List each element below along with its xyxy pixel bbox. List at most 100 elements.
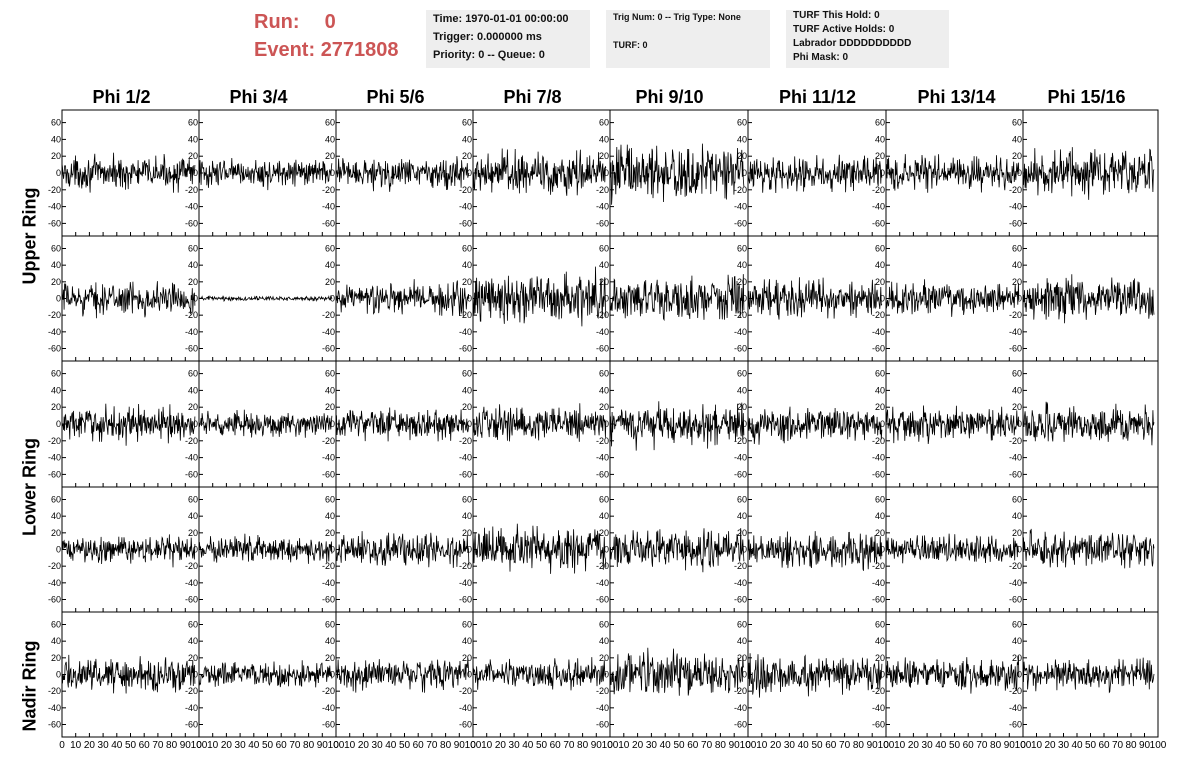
y-tick-label: -60 <box>185 218 198 228</box>
y-tick-label: 0 <box>604 168 609 178</box>
y-tick-label: -60 <box>872 344 885 354</box>
x-tick-label: 70 <box>1112 740 1124 751</box>
waveform-trace-r1-c1 <box>198 294 333 303</box>
x-tick-label: 80 <box>577 740 589 751</box>
x-tick-label: 10 <box>207 740 219 751</box>
x-tick-label: 30 <box>646 740 658 751</box>
y-tick-label: -60 <box>596 218 609 228</box>
y-tick-label: 40 <box>51 511 61 521</box>
waveform-trace-r0-c6 <box>885 154 1020 193</box>
y-tick-label: -20 <box>734 185 747 195</box>
x-tick-label: 100 <box>191 740 208 751</box>
y-tick-label: -40 <box>185 703 198 713</box>
column-header-phi-15-16: Phi 15/16 <box>1047 87 1126 107</box>
event-value: 2771808 <box>320 39 399 61</box>
column-header-phi-11-12: Phi 11/12 <box>778 87 857 107</box>
y-tick-label: 0 <box>56 419 61 429</box>
y-tick-label: -40 <box>48 327 61 337</box>
x-tick-label: 60 <box>1098 740 1110 751</box>
waveform-trace-r1-c3 <box>472 266 607 327</box>
y-tick-label: 40 <box>875 260 885 270</box>
x-tick-label: 50 <box>673 740 685 751</box>
y-tick-label: -60 <box>48 469 61 479</box>
y-tick-label: -40 <box>734 202 747 212</box>
x-tick-label: 0 <box>59 740 65 751</box>
waveform-trace-r2-c3 <box>472 403 607 442</box>
y-tick-label: 60 <box>737 620 747 630</box>
y-tick-label: 0 <box>193 670 198 680</box>
x-tick-label: 20 <box>1044 740 1056 751</box>
y-tick-label: -60 <box>459 218 472 228</box>
x-tick-label: 100 <box>602 740 619 751</box>
y-tick-label: 0 <box>742 545 747 555</box>
y-tick-label: 20 <box>462 151 472 161</box>
y-tick-label: 60 <box>188 495 198 505</box>
y-tick-label: 60 <box>1012 244 1022 254</box>
y-tick-label: 40 <box>462 260 472 270</box>
y-tick-label: 0 <box>880 168 885 178</box>
y-tick-label: 40 <box>462 385 472 395</box>
y-tick-label: 0 <box>193 168 198 178</box>
y-tick-label: -60 <box>596 469 609 479</box>
x-tick-label: 0 <box>607 740 613 751</box>
y-tick-label: 20 <box>325 402 335 412</box>
y-tick-label: 0 <box>193 294 198 304</box>
y-tick-label: 20 <box>1012 151 1022 161</box>
y-tick-label: 0 <box>330 419 335 429</box>
waveform-trace-r0-c3 <box>472 148 607 196</box>
x-tick-label: 90 <box>454 740 466 751</box>
waveform-trace-r0-c7 <box>1022 147 1155 200</box>
y-tick-label: -40 <box>48 703 61 713</box>
x-tick-label: 50 <box>811 740 823 751</box>
waveform-trace-r4-c1 <box>198 660 333 688</box>
y-tick-label: -20 <box>596 436 609 446</box>
y-tick-label: -60 <box>872 720 885 730</box>
y-tick-label: 0 <box>330 294 335 304</box>
y-tick-label: 60 <box>325 369 335 379</box>
y-tick-label: 40 <box>462 636 472 646</box>
x-tick-label: 40 <box>935 740 947 751</box>
y-tick-label: -60 <box>1009 344 1022 354</box>
y-tick-label: 60 <box>188 118 198 128</box>
y-tick-label: 60 <box>737 495 747 505</box>
y-tick-label: -40 <box>596 578 609 588</box>
waveform-trace-r0-c1 <box>198 157 333 191</box>
x-tick-label: 50 <box>262 740 274 751</box>
x-tick-label: 90 <box>1004 740 1016 751</box>
x-tick-label: 60 <box>139 740 151 751</box>
y-tick-label: 0 <box>467 545 472 555</box>
y-tick-label: -20 <box>1009 686 1022 696</box>
y-tick-label: 40 <box>1012 511 1022 521</box>
y-tick-label: 40 <box>51 134 61 144</box>
x-tick-label: 40 <box>1071 740 1083 751</box>
x-tick-label: 70 <box>152 740 164 751</box>
x-tick-label: 10 <box>344 740 356 751</box>
y-tick-label: 40 <box>737 636 747 646</box>
y-tick-label: 60 <box>1012 369 1022 379</box>
trigger-text: Trigger: 0.000000 ms <box>433 31 542 43</box>
waveform-trace-r4-c5 <box>747 653 883 698</box>
y-tick-label: 40 <box>1012 385 1022 395</box>
y-tick-label: 40 <box>51 385 61 395</box>
y-tick-label: 0 <box>604 294 609 304</box>
y-tick-label: 20 <box>875 528 885 538</box>
y-tick-label: -20 <box>185 686 198 696</box>
y-tick-label: 40 <box>875 636 885 646</box>
y-tick-label: 60 <box>325 244 335 254</box>
y-tick-label: 40 <box>188 511 198 521</box>
y-tick-label: 0 <box>467 294 472 304</box>
x-tick-label: 90 <box>317 740 329 751</box>
x-tick-label: 100 <box>878 740 895 751</box>
y-tick-label: 60 <box>599 620 609 630</box>
y-tick-label: 40 <box>599 636 609 646</box>
x-tick-label: 100 <box>1150 740 1167 751</box>
x-tick-label: 90 <box>180 740 192 751</box>
y-tick-label: 20 <box>875 151 885 161</box>
y-tick-label: 20 <box>325 528 335 538</box>
y-tick-label: 60 <box>875 620 885 630</box>
y-tick-label: 20 <box>188 653 198 663</box>
waveform-trace-r1-c7 <box>1022 274 1155 324</box>
y-tick-label: -40 <box>322 703 335 713</box>
y-tick-label: -40 <box>459 453 472 463</box>
y-tick-label: -60 <box>459 720 472 730</box>
